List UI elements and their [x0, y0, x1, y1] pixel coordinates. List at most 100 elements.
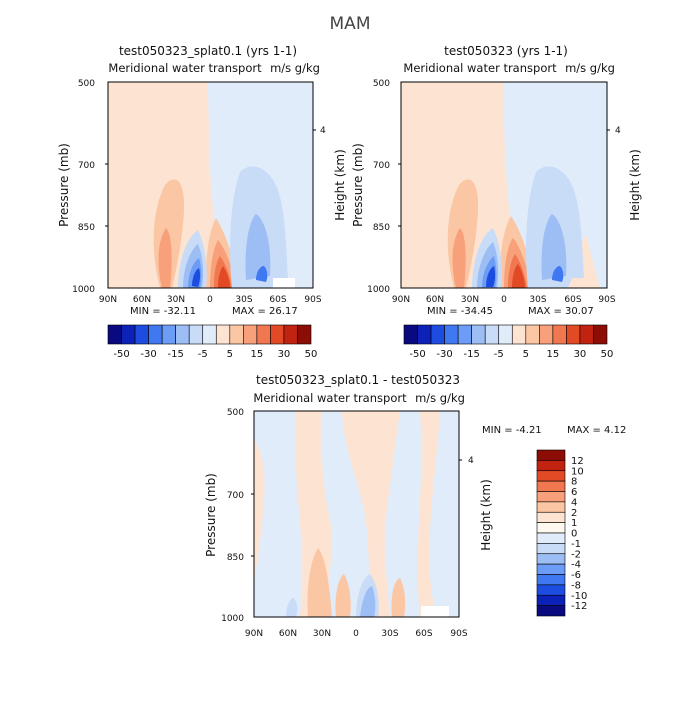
panel-1-colorbar-label: 15	[250, 349, 263, 360]
panel-1-ytick-label: 850	[78, 223, 95, 233]
panel-2-xtick-label: 90N	[392, 295, 410, 305]
panel-2-colorbar-swatch	[593, 324, 608, 345]
panel-1-title: test050323_splat0.1 (yrs 1-1)	[119, 44, 297, 58]
panel-3-colorbar-swatch	[536, 563, 566, 575]
panel-2-ytick-label: 500	[373, 79, 390, 89]
panel-1-colorbar-swatch	[148, 324, 163, 345]
panel-3-height-tick-label: 4	[468, 456, 474, 466]
season-title: MAM	[330, 14, 371, 34]
panel-1-ytick-label: 700	[78, 161, 95, 171]
panel-1-frame	[107, 81, 314, 289]
panel-2-colorbar-label: 15	[546, 349, 559, 360]
panel-2-contour-positive-b	[452, 228, 466, 288]
panel-2-colorbar-swatch	[417, 324, 432, 345]
panel-2-colorbar-swatch	[457, 324, 472, 345]
panel-3-colorbar-label: 12	[571, 456, 584, 467]
panel-2: test050323 (yrs 1-1) Meridional water tr…	[351, 44, 642, 360]
panel-3-colorbar-swatch	[536, 522, 566, 534]
panel-2-colorbar-swatch	[552, 324, 567, 345]
panel-2-xtick-label: 90S	[598, 295, 615, 305]
panel-1-colorbar-label: 5	[227, 349, 233, 360]
panel-3-contour-positive-b	[342, 411, 400, 617]
panel-1-colorbar-swatch	[134, 324, 149, 345]
panel-1-ytick-label: 1000	[72, 285, 95, 295]
panel-2-colorbar-swatch	[403, 324, 418, 345]
panel-3-title: test050323_splat0.1 - test050323	[256, 373, 460, 387]
panel-1-xtick-label: 60S	[269, 295, 286, 305]
panel-3-xtick-label: 30N	[313, 629, 331, 639]
panel-2-plot-area	[400, 81, 608, 289]
panel-2-ylabel: Pressure (mb)	[351, 143, 365, 227]
panel-2-min-label: MIN = -34.45	[427, 306, 493, 317]
panel-1-colorbar-swatch	[243, 324, 258, 345]
panel-3-colorbar-swatch	[536, 574, 566, 586]
panel-1-xtick-label: 30S	[235, 295, 252, 305]
panel-3: test050323_splat0.1 - test050323 Meridio…	[204, 373, 626, 639]
panel-2-colorbar-label: -50	[409, 349, 425, 360]
panel-3-colorbar-label: -6	[571, 570, 581, 581]
panel-1-xtick-label: 90N	[99, 295, 117, 305]
panel-1-ylabel: Pressure (mb)	[57, 143, 71, 227]
panel-2-height-tick-label: 4	[615, 126, 621, 136]
panel-1-colorbar-swatch	[297, 324, 312, 345]
panel-2-colorbar-label: -30	[436, 349, 452, 360]
panel-2-xtick-label: 30N	[461, 295, 479, 305]
panel-3-colorbar-swatch	[536, 594, 566, 606]
panel-1-colorbar-label: -15	[167, 349, 183, 360]
panel-1-colorbar: -50 -30 -15 -5 5 15 30 50	[107, 324, 317, 360]
panel-1-xtick-label: 30N	[167, 295, 185, 305]
panel-3-colorbar-swatch	[536, 480, 566, 492]
panel-3-missing-data	[421, 606, 449, 617]
panel-3-xtick-label: 30S	[381, 629, 398, 639]
panel-1-min-label: MIN = -32.11	[130, 306, 196, 317]
panel-1-colorbar-swatch	[175, 324, 190, 345]
panel-3-colorbar-swatch	[536, 605, 566, 617]
panel-3-units: m/s g/kg	[415, 391, 465, 405]
panel-3-colorbar-swatch	[536, 470, 566, 482]
panel-2-colorbar-swatch	[444, 324, 459, 345]
panel-2-colorbar-swatch	[471, 324, 486, 345]
panel-2-xticks: 90N 60N 30N 0 30S 60S 90S	[392, 295, 616, 305]
panel-2-colorbar-swatch	[525, 324, 540, 345]
panel-1-plot-area	[107, 81, 314, 289]
panel-1-xtick-label: 0	[207, 295, 213, 305]
panel-3-xtick-label: 60N	[279, 629, 297, 639]
panel-1-colorbar-swatch	[107, 324, 122, 345]
panel-3-contour-positive-e	[307, 548, 332, 617]
panel-3-subtitle: Meridional water transport	[253, 391, 407, 405]
panel-3-plot-area	[253, 410, 460, 618]
panel-2-colorbar-swatch	[430, 324, 445, 345]
panel-2-ytick-label: 1000	[367, 285, 390, 295]
panel-2-frame	[400, 81, 608, 289]
panel-1-contour-negative-f	[245, 214, 271, 280]
panel-1-missing-data	[273, 278, 295, 288]
panel-2-colorbar-label: 50	[601, 349, 614, 360]
panel-3-xtick-label: 90S	[450, 629, 467, 639]
panel-3-colorbar-swatch	[536, 553, 566, 565]
panel-1-ylabel-right: Height (km)	[333, 149, 347, 220]
panel-2-colorbar-label: -15	[463, 349, 479, 360]
panel-3-colorbar-label: 4	[571, 497, 577, 508]
panel-2-contour-negative-d	[486, 266, 496, 287]
panel-2-colorbar-swatch	[484, 324, 500, 345]
panel-1: test050323_splat0.1 (yrs 1-1) Meridional…	[57, 44, 347, 360]
panel-1-contour-negative-d	[192, 268, 201, 287]
panel-3-ytick-label: 700	[227, 491, 244, 501]
panel-1-colorbar-label: -30	[140, 349, 156, 360]
panel-3-colorbar-label: -8	[571, 580, 581, 591]
panel-1-colorbar-swatch	[202, 324, 217, 345]
panel-2-xtick-label: 60N	[426, 295, 444, 305]
panel-3-ylabel: Pressure (mb)	[204, 473, 218, 557]
panel-3-contour-positive-g	[391, 578, 406, 617]
panel-3-colorbar-swatch	[536, 491, 566, 503]
panel-2-contour-negative-g	[552, 266, 564, 282]
panel-3-colorbar-label: -4	[571, 560, 581, 571]
panel-2-colorbar-swatch	[511, 324, 527, 345]
panel-3-colorbar-label: 2	[571, 508, 577, 519]
panel-3-colorbar-swatch	[536, 543, 566, 555]
panel-2-subtitle: Meridional water transport	[403, 61, 557, 75]
panel-2-contour-positive-f	[512, 264, 525, 288]
panel-1-colorbar-swatch	[270, 324, 285, 345]
